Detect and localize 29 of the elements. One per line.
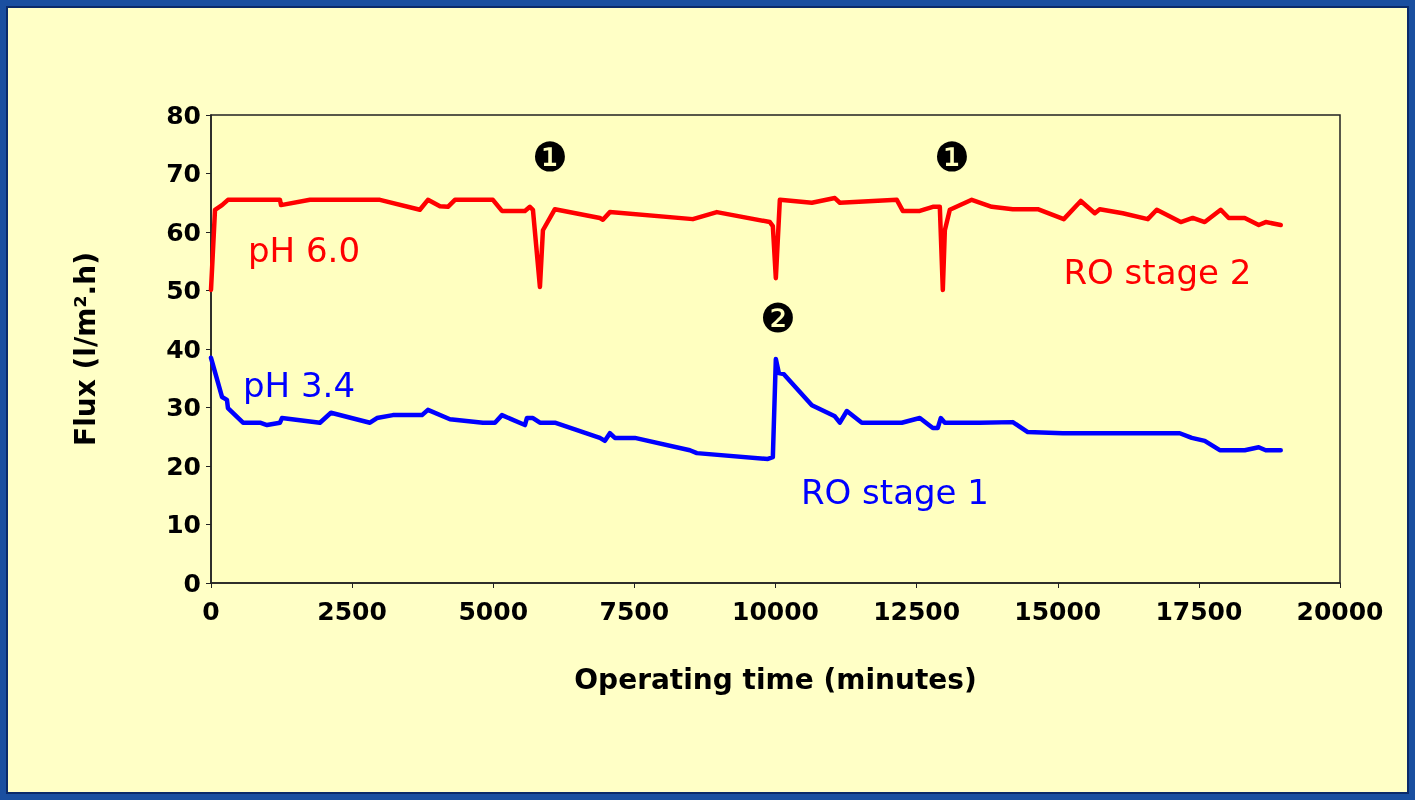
y-tick-label: 30 <box>166 393 201 422</box>
y-tick-label: 0 <box>183 568 201 598</box>
x-axis-title: Operating time (minutes) <box>574 662 977 696</box>
y-tick-label: 60 <box>166 217 201 247</box>
x-tick-label: 7500 <box>599 597 670 626</box>
x-tick-label: 5000 <box>458 597 529 626</box>
x-tick-label: 15000 <box>1014 597 1102 626</box>
y-axis-title: Flux (l/m².h) <box>68 252 102 446</box>
series-label: RO stage 2 <box>1063 251 1252 292</box>
annotation: ❶ <box>934 134 970 180</box>
x-tick-label: 12500 <box>873 597 961 626</box>
series-label: RO stage 1 <box>800 471 989 512</box>
y-tick-label: 80 <box>166 100 201 130</box>
y-tick-label: 70 <box>166 159 201 188</box>
y-tick-label: 40 <box>166 334 201 364</box>
x-tick-label: 2500 <box>317 597 387 626</box>
annotation: pH 6.0 <box>248 230 361 270</box>
x-tick-label: 20000 <box>1296 597 1384 626</box>
x-tick-label: 0 <box>202 597 220 626</box>
annotation: ❶ <box>532 134 568 180</box>
line-series <box>208 195 1283 293</box>
annotation: ❷ <box>760 295 796 341</box>
y-tick-label: 20 <box>166 451 201 481</box>
x-tick-label: 17500 <box>1155 597 1243 626</box>
y-tick-label: 50 <box>166 276 201 305</box>
line-series <box>208 355 1283 462</box>
y-tick-label: 10 <box>166 510 201 539</box>
x-tick-label: 10000 <box>732 597 819 626</box>
annotation: pH 3.4 <box>243 365 356 405</box>
